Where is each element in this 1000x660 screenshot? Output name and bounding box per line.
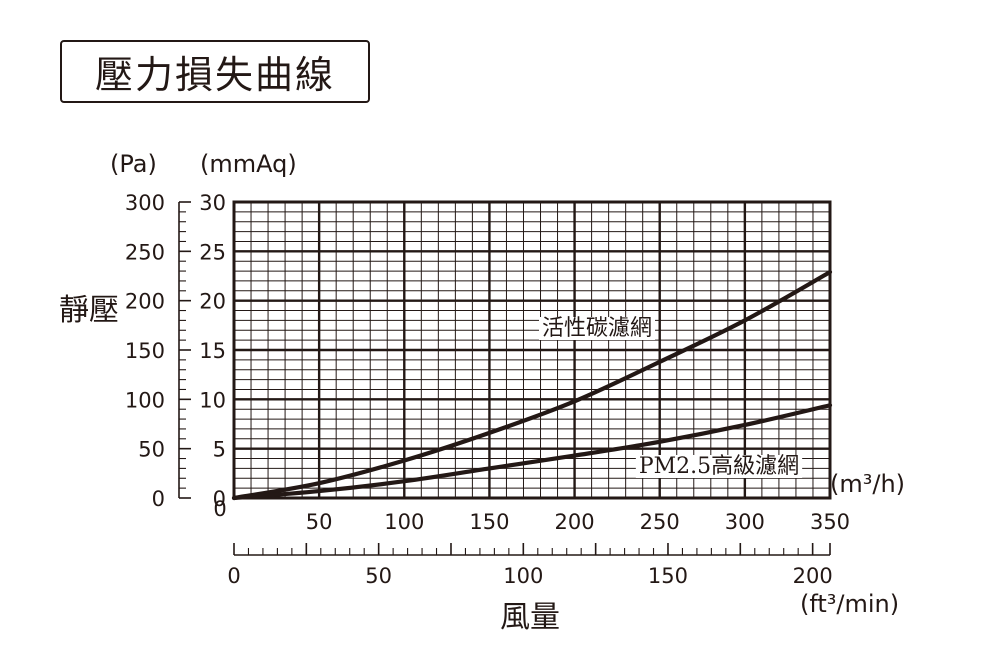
mmaq-tick-label: 25	[199, 240, 226, 264]
series-label-pm25: PM2.5高級濾網	[639, 454, 799, 479]
y-unit-mmaq: (mmAq)	[200, 150, 297, 178]
ft3-tick-label: 0	[227, 564, 240, 588]
y-axis-name: 靜壓	[59, 293, 119, 328]
pa-tick-label: 100	[125, 388, 165, 412]
pa-tick-label: 200	[125, 290, 165, 314]
series-label-background	[538, 317, 656, 340]
m3h-tick-label: 250	[640, 510, 680, 534]
m3h-tick-label: 50	[306, 510, 333, 534]
axes: 0 50 100 150 200 250 300 0 5 10 15 20 25 30 50 100 150 20…	[125, 191, 850, 588]
series-label-background	[635, 455, 803, 478]
mmaq-tick-label: 5	[213, 438, 226, 462]
series-carbon-filter	[231, 269, 833, 501]
ft3-tick-label: 150	[648, 564, 688, 588]
series-label-carbon: 活性碳濾網	[542, 316, 652, 341]
series-lines	[231, 269, 833, 501]
x-unit-m3h: (m³/h)	[830, 470, 905, 498]
plot-frame	[232, 200, 832, 500]
ft3-tick-label: 50	[365, 564, 392, 588]
m3h-tick-label: 300	[725, 510, 765, 534]
ft3-tick-label: 200	[793, 564, 833, 588]
mmaq-tick-label: 15	[199, 339, 226, 363]
mmaq-tick-label: 20	[199, 290, 226, 314]
mmaq-tick-label: 30	[199, 191, 226, 215]
ft3-tick-label: 100	[503, 564, 543, 588]
grid	[232, 200, 832, 500]
m3h-tick-label: 100	[384, 510, 424, 534]
pa-tick-label: 250	[125, 240, 165, 264]
pa-tick-label: 150	[125, 339, 165, 363]
series-pm25-filter	[231, 403, 833, 501]
pa-tick-label: 0	[152, 487, 165, 511]
m3h-tick-label: 150	[469, 510, 509, 534]
mmaq-tick-label: 10	[199, 388, 226, 412]
m3h-tick-label: 350	[810, 510, 850, 534]
mmaq-tick-label: 0	[213, 487, 226, 511]
pa-tick-label: 300	[125, 191, 165, 215]
m3h-tick-label: 200	[555, 510, 595, 534]
x-unit-ft3min: (ft³/min)	[800, 590, 899, 618]
pa-tick-label: 50	[138, 438, 165, 462]
chart-title: 壓力損失曲線	[60, 40, 370, 103]
y-unit-pa: (Pa)	[110, 150, 157, 178]
x-axis-name: 風量	[500, 600, 560, 635]
origin-label: 0	[213, 497, 226, 521]
